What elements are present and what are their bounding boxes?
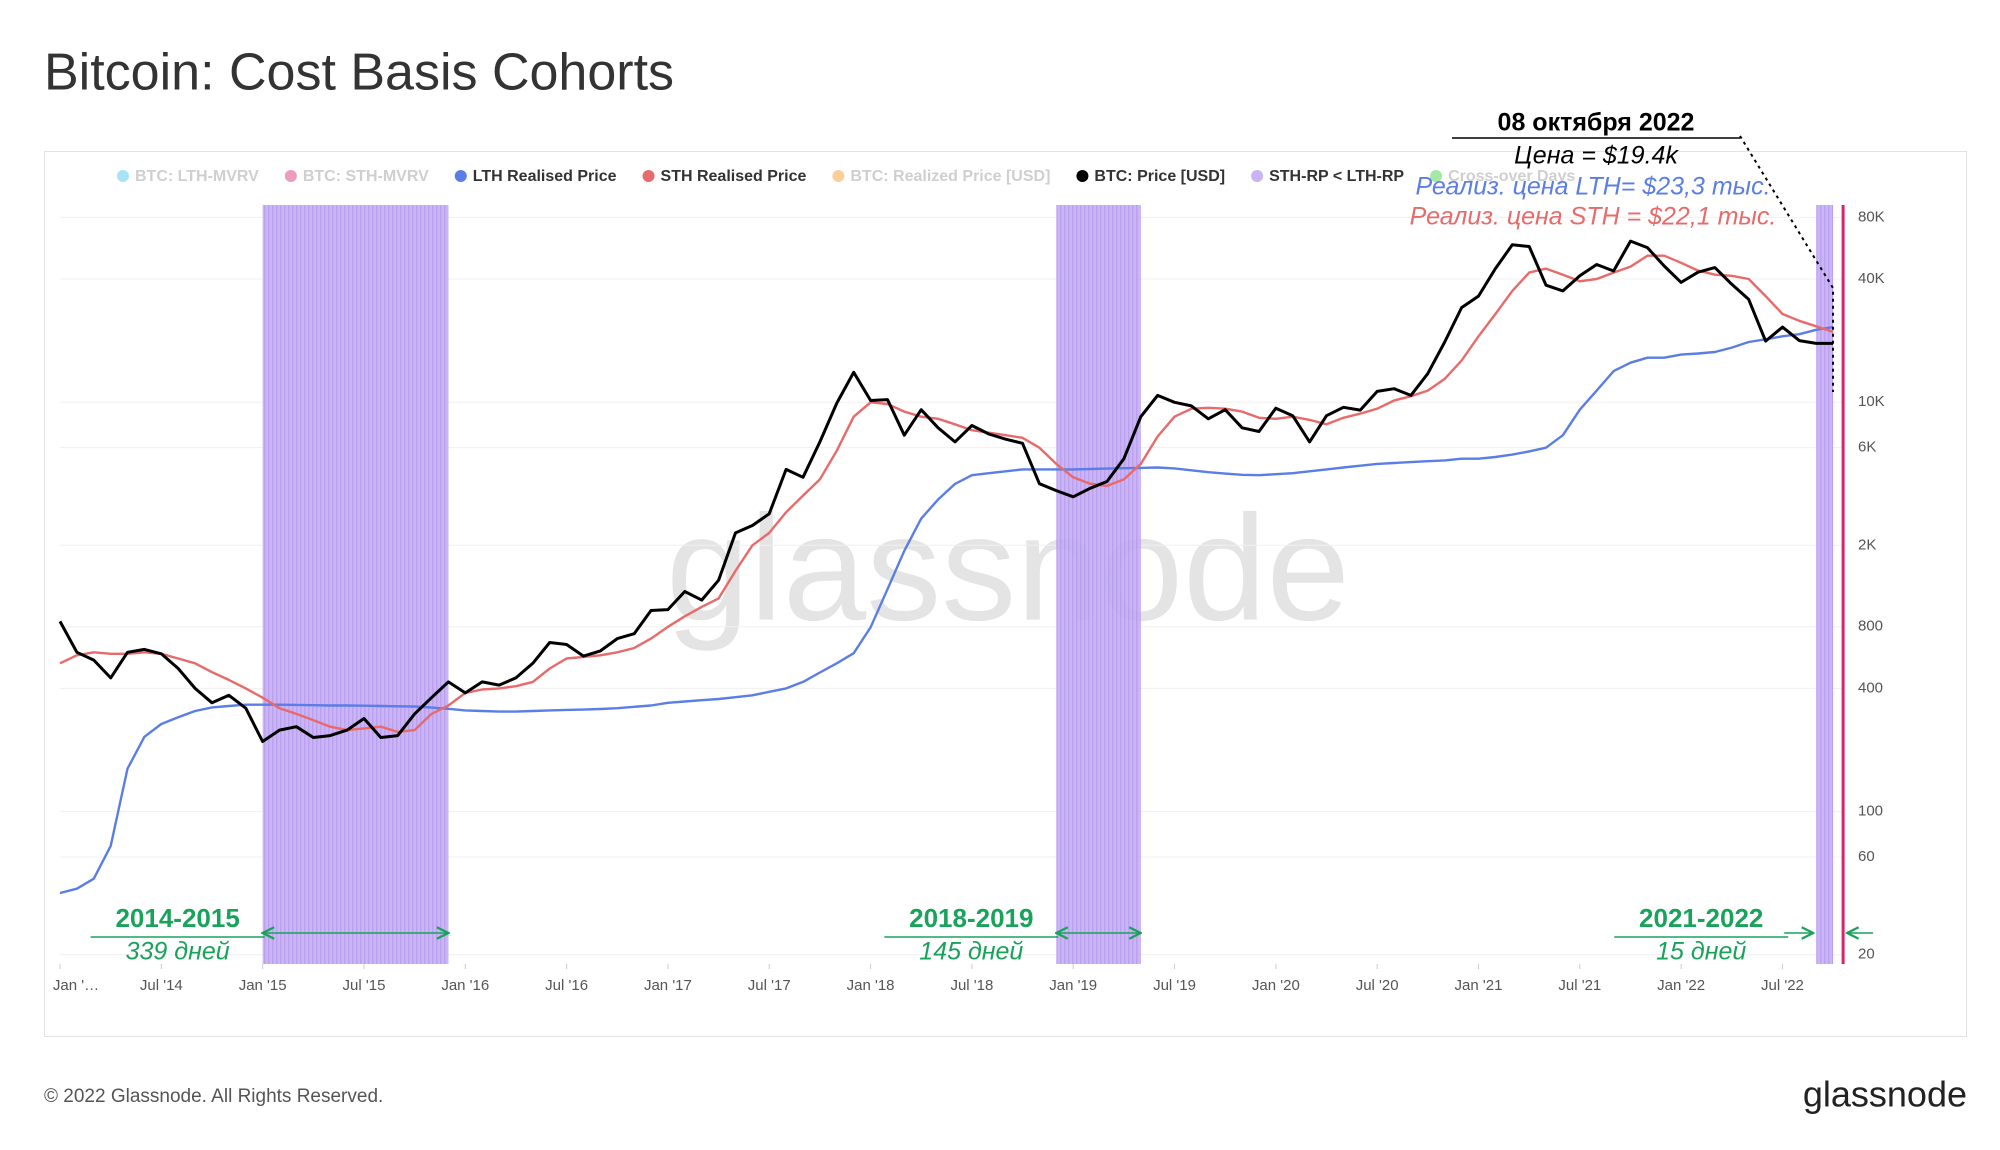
period-duration: 15 дней <box>1656 938 1746 966</box>
legend-swatch <box>1251 170 1264 182</box>
period-label: 2018-2019 <box>909 903 1033 933</box>
legend-swatch <box>1430 170 1443 182</box>
x-tick-label: Jul '20 <box>1356 977 1399 994</box>
x-tick-label: Jan '17 <box>644 977 692 994</box>
chart-frame <box>44 151 1967 1037</box>
legend-swatch <box>454 170 467 182</box>
shaded-period <box>1056 205 1141 964</box>
shaded-period <box>262 205 449 964</box>
x-tick-label: Jan '21 <box>1455 977 1503 994</box>
period-duration: 339 дней <box>126 938 230 966</box>
logo: glassnode <box>1803 1074 1967 1115</box>
legend-label: STH-RP < LTH-RP <box>1269 168 1404 185</box>
legend-swatch <box>284 170 297 182</box>
legend-label: BTC: Realized Price [USD] <box>850 168 1050 185</box>
chart-title: Bitcoin: Cost Basis Cohorts <box>44 44 674 102</box>
y-tick-label: 400 <box>1858 679 1883 696</box>
line-series <box>59 325 1834 895</box>
y-tick-label: 2K <box>1858 536 1876 553</box>
shaded-period <box>1816 205 1834 964</box>
y-tick-label: 800 <box>1858 618 1883 635</box>
y-tick-label: 20 <box>1858 946 1875 963</box>
period-label: 2014-2015 <box>115 903 239 933</box>
x-tick-label: Jan '… <box>53 977 99 994</box>
y-tick-label: 100 <box>1858 803 1883 820</box>
x-tick-label: Jul '22 <box>1761 977 1804 994</box>
line-series <box>58 239 1834 743</box>
x-tick-label: Jan '22 <box>1657 977 1705 994</box>
legend-label: BTC: Price [USD] <box>1094 168 1225 185</box>
x-tick-label: Jan '16 <box>441 977 489 994</box>
legend-swatch <box>642 170 655 182</box>
x-tick-label: Jul '14 <box>140 977 183 994</box>
y-tick-label: 6K <box>1858 439 1876 456</box>
y-tick-label: 10K <box>1858 393 1885 410</box>
y-tick-label: 60 <box>1858 848 1875 865</box>
x-tick-label: Jan '20 <box>1252 977 1300 994</box>
legend-label: LTH Realised Price <box>473 168 617 185</box>
x-tick-label: Jul '21 <box>1558 977 1601 994</box>
x-tick-label: Jul '15 <box>343 977 386 994</box>
legend-swatch <box>832 170 845 182</box>
legend-label: Cross-over Days <box>1448 168 1575 185</box>
y-tick-label: 40K <box>1858 270 1885 287</box>
legend-swatch <box>117 170 129 182</box>
x-tick-label: Jan '18 <box>847 977 895 994</box>
watermark: glassnode <box>666 484 1350 652</box>
line-series <box>59 254 1834 734</box>
legend-label: STH Realised Price <box>661 168 807 185</box>
x-tick-label: Jan '19 <box>1049 977 1097 994</box>
x-tick-label: Jul '18 <box>950 977 993 994</box>
period-label: 2021-2022 <box>1639 903 1763 933</box>
tooltip-date: 08 октября 2022 <box>1498 109 1695 137</box>
x-tick-label: Jul '17 <box>748 977 791 994</box>
period-duration: 145 дней <box>919 938 1023 966</box>
tooltip-line: Реализ. цена LTH= $23,3 тыс. <box>1415 173 1770 201</box>
legend-label: BTC: LTH-MVRV <box>135 168 259 185</box>
x-tick-label: Jul '16 <box>545 977 588 994</box>
tooltip-line: Реализ. цена STH = $22,1 тыс. <box>1410 203 1777 231</box>
x-tick-label: Jan '15 <box>239 977 287 994</box>
legend-swatch <box>1076 170 1089 182</box>
copyright: © 2022 Glassnode. All Rights Reserved. <box>44 1086 383 1107</box>
tooltip-line: Цена = $19.4k <box>1514 142 1679 170</box>
tooltip-leader <box>1739 135 1834 392</box>
x-tick-label: Jul '19 <box>1153 977 1196 994</box>
legend-label: BTC: STH-MVRV <box>303 168 429 185</box>
y-tick-label: 80K <box>1858 208 1885 225</box>
